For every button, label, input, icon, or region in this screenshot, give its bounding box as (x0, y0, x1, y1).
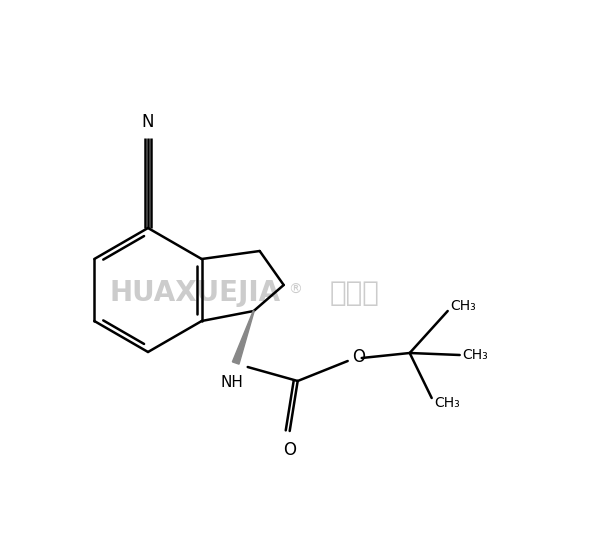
Text: O: O (283, 441, 296, 459)
Text: CH₃: CH₃ (463, 348, 488, 362)
Text: O: O (351, 348, 365, 366)
Text: N: N (142, 113, 154, 131)
Text: CH₃: CH₃ (451, 299, 477, 313)
Text: NH: NH (220, 375, 243, 390)
Text: HUAXUEJIA: HUAXUEJIA (109, 279, 280, 307)
Text: CH₃: CH₃ (435, 396, 460, 410)
Text: ®: ® (288, 283, 302, 297)
Text: 化学加: 化学加 (330, 279, 380, 307)
Polygon shape (232, 311, 254, 364)
